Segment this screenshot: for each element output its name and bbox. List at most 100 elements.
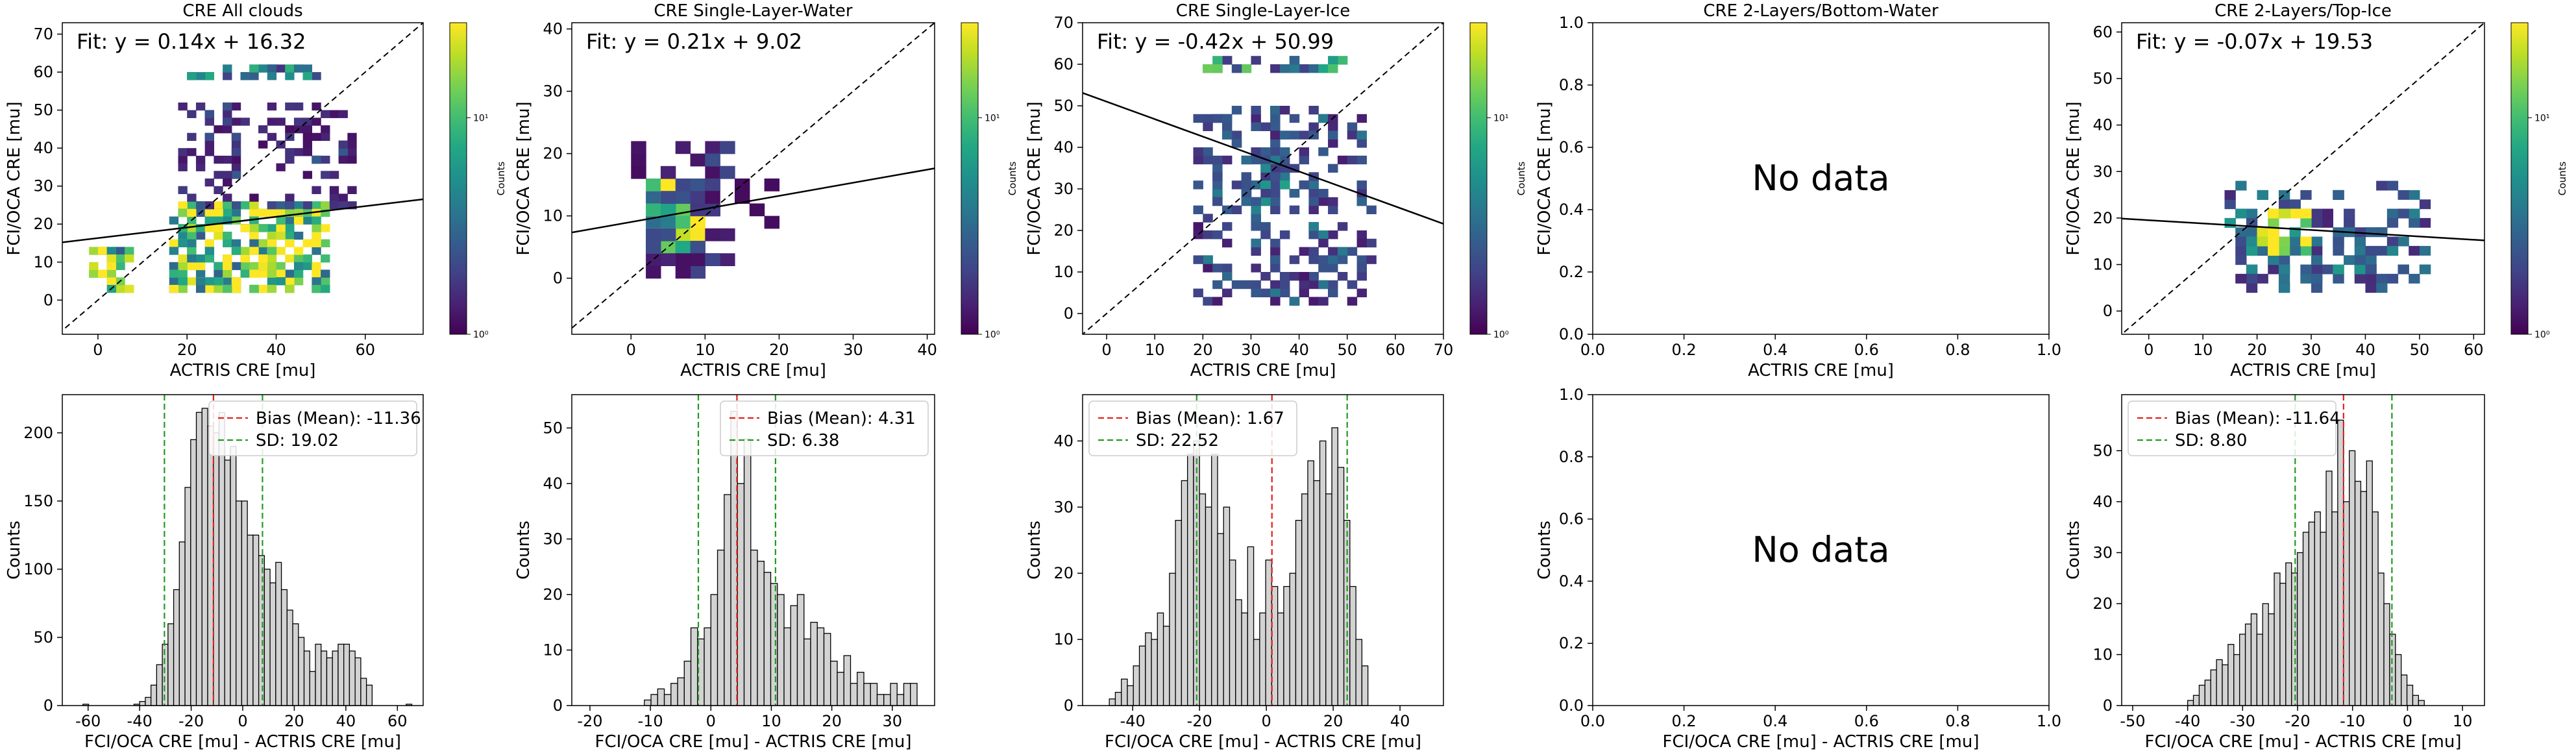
density-cell [321, 132, 330, 142]
density-cell [1193, 205, 1203, 214]
density-cell [2386, 208, 2399, 219]
density-cell [1356, 230, 1367, 240]
density-cell [2246, 264, 2258, 275]
histogram-bar [2274, 572, 2281, 706]
density-cell [1221, 272, 1233, 281]
density-cell [660, 203, 676, 217]
density-cell [249, 231, 259, 240]
density-cell [187, 110, 197, 118]
density-cell [204, 216, 214, 225]
x-tick-label: 30 [883, 712, 903, 730]
density-cell [2386, 180, 2399, 191]
density-cell [705, 141, 720, 154]
density-cell [1270, 172, 1281, 181]
x-tick-label: 0.6 [1854, 712, 1879, 730]
density-cell [2333, 245, 2344, 256]
subplot-title: CRE Single-Layer-Ice [1176, 1, 1350, 21]
histogram-bar [2262, 603, 2269, 706]
density-cell [2246, 236, 2258, 247]
density-cell [1241, 64, 1252, 73]
histogram-bar [810, 622, 818, 706]
x-tick-label: 0.4 [1763, 712, 1787, 730]
density-cell [240, 247, 250, 255]
y-tick-label: 10 [543, 207, 563, 225]
histogram-bar [2250, 613, 2258, 706]
histogram-bar [1162, 626, 1170, 706]
colorbar [2510, 22, 2529, 335]
density-cell [1279, 180, 1290, 190]
x-tick-label: -60 [75, 712, 101, 730]
density-cell [1270, 147, 1281, 156]
density-cell [312, 208, 321, 217]
density-cell [106, 247, 116, 255]
density-cell [231, 284, 241, 293]
histogram-bar [2395, 654, 2402, 706]
histogram-bar [1283, 585, 1290, 706]
density-cell [2386, 245, 2399, 256]
y-axis-label: FCI/OCA CRE [mu] [2064, 101, 2083, 255]
histogram-bar [2198, 684, 2205, 706]
density-cell [223, 110, 232, 118]
density-cell [1203, 155, 1213, 165]
density-cell [1212, 189, 1223, 198]
density-cell [1318, 189, 1329, 198]
fit-annotation: Fit: y = 0.14x + 16.32 [77, 29, 306, 54]
density-cell [1251, 288, 1261, 297]
density-cell [2354, 255, 2366, 265]
density-cell [1366, 205, 1377, 214]
colorbar-tick-label: 10¹ [1493, 113, 1508, 123]
density-cell [2409, 217, 2420, 228]
density-cell [749, 203, 765, 217]
y-tick-label: 10 [1053, 630, 1073, 648]
legend-entry: Bias (Mean): -11.36 [256, 409, 421, 428]
x-tick-label: 20 [2247, 341, 2267, 359]
density-cell [705, 228, 720, 241]
legend-entry: Bias (Mean): 1.67 [1136, 409, 1284, 428]
y-axis-label: FCI/OCA CRE [mu] [5, 101, 24, 255]
density-cell [631, 141, 646, 154]
density-cell [2278, 236, 2290, 247]
x-axis-label: ACTRIS CRE [mu] [170, 361, 316, 380]
density-cell [249, 208, 259, 217]
plot-area [62, 23, 423, 332]
density-cell [240, 269, 250, 278]
no-data-label: No data [1752, 530, 1889, 571]
y-axis-label: Counts [5, 521, 24, 580]
histogram-bar [910, 683, 918, 706]
histogram-bar [816, 627, 825, 706]
density-cell [106, 277, 116, 286]
histogram-bar [2348, 450, 2356, 706]
histogram-bar [2244, 623, 2252, 706]
density-cell [285, 193, 295, 202]
density-cell [2235, 255, 2247, 265]
y-tick-label: 0.4 [1559, 201, 1584, 219]
density-cell [1221, 222, 1233, 231]
fit-line [62, 198, 423, 243]
density-cell [1270, 106, 1281, 115]
density-cell [267, 277, 277, 286]
density-cell [293, 201, 304, 210]
density-cell [249, 247, 259, 255]
density-cell [1337, 247, 1348, 256]
density-cell [195, 269, 206, 278]
density-cell [1270, 264, 1281, 273]
density-cell [258, 269, 268, 278]
density-cell [1203, 147, 1213, 156]
density-cell [276, 64, 286, 73]
density-cell [1279, 130, 1290, 140]
density-cell [2235, 208, 2247, 219]
density-cell [223, 171, 232, 179]
density-cell [285, 64, 295, 73]
histogram-bar [1169, 572, 1176, 706]
density-cell [2235, 245, 2247, 256]
y-tick-label: 30 [1053, 180, 1073, 198]
density-cell [1318, 264, 1329, 273]
density-cell [347, 155, 357, 164]
x-tick-label: 1.0 [2037, 341, 2061, 359]
density-cell [2268, 208, 2279, 219]
histogram-bar [2256, 634, 2263, 706]
density-cell [690, 265, 705, 279]
density-cell [1337, 222, 1348, 231]
scatter-density-plot-s3: Fit: y = -0.42x + 50.99 0 10 20 30 40 50 60 70 0 1… [1025, 1, 1527, 380]
